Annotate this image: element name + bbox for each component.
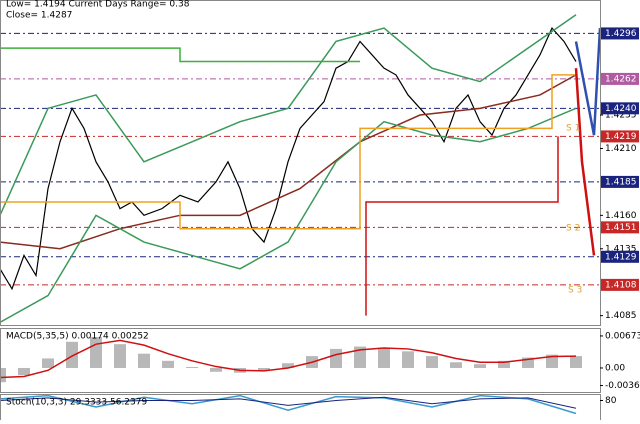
series-line bbox=[0, 74, 576, 230]
y-tick-label: 1.4210 bbox=[605, 144, 637, 154]
panel bbox=[0, 14, 600, 323]
level-label-bg bbox=[601, 221, 639, 234]
histogram-bar bbox=[114, 344, 126, 368]
histogram-bar bbox=[258, 367, 270, 371]
histogram-bar bbox=[522, 357, 534, 368]
series-line bbox=[0, 339, 577, 379]
annotation: S 1 bbox=[566, 124, 580, 134]
series-line bbox=[0, 26, 577, 291]
y-tick-label: 1.4160 bbox=[605, 211, 637, 221]
annotation: S 3 bbox=[568, 286, 582, 296]
level-label-bg bbox=[601, 72, 639, 85]
series-line bbox=[0, 396, 577, 409]
level-label: 1.4151 bbox=[605, 223, 637, 233]
histogram-bar bbox=[0, 367, 6, 383]
level-label: 1.4262 bbox=[605, 74, 637, 84]
histogram-bar bbox=[282, 363, 294, 368]
level-label: 1.4219 bbox=[605, 132, 637, 142]
histogram-bar bbox=[378, 347, 390, 368]
panel-frame bbox=[0, 328, 601, 393]
y-tick-label: 1.4235 bbox=[605, 111, 637, 121]
y-tick-label: -0.00369 bbox=[605, 381, 640, 391]
histogram-bar bbox=[330, 348, 342, 368]
series-line bbox=[574, 68, 596, 256]
histogram-bar bbox=[90, 337, 102, 368]
series-line bbox=[0, 394, 577, 415]
histogram-bar bbox=[450, 362, 462, 368]
histogram-bar bbox=[570, 356, 582, 368]
level-label-bg bbox=[601, 250, 639, 263]
y-tick-label: 80 bbox=[605, 396, 617, 406]
series-line bbox=[0, 107, 577, 323]
series-line bbox=[365, 136, 559, 316]
histogram-bar bbox=[66, 341, 78, 368]
level-label: 1.4296 bbox=[605, 29, 637, 39]
panel bbox=[0, 394, 577, 415]
histogram-bar bbox=[546, 354, 558, 368]
panel-title: Stoch(10,3,3) 29.3333 56.2379 bbox=[6, 398, 147, 408]
series-line bbox=[0, 47, 360, 63]
level-label: 1.4185 bbox=[605, 177, 637, 187]
level-label-bg bbox=[601, 175, 639, 188]
histogram-bar bbox=[162, 360, 174, 368]
histogram-bar bbox=[426, 356, 438, 368]
histogram-bar bbox=[186, 367, 198, 368]
panel-title: MACD(5,35,5) 0.00174 0.00252 bbox=[6, 332, 149, 342]
histogram-bar bbox=[474, 364, 486, 368]
level-label-bg bbox=[601, 102, 639, 115]
y-tick-label: 0.00 bbox=[605, 363, 625, 373]
histogram-bar bbox=[402, 351, 414, 368]
level-label-bg bbox=[601, 27, 639, 40]
histogram-bar bbox=[138, 353, 150, 368]
histogram-bar bbox=[18, 367, 30, 376]
series-line bbox=[0, 74, 577, 250]
info-text: Low= 1.4194 Current Days Range= 0.38 bbox=[6, 0, 190, 10]
level-label-bg bbox=[601, 130, 639, 143]
info-text: Close= 1.4287 bbox=[6, 11, 72, 21]
histogram-bar bbox=[498, 360, 510, 368]
y-tick-label: 1.4085 bbox=[605, 311, 637, 321]
histogram-bar bbox=[42, 358, 54, 368]
level-label: 1.4129 bbox=[605, 252, 637, 262]
panel-frame bbox=[0, 0, 601, 326]
series-line bbox=[574, 28, 600, 136]
histogram-bar bbox=[354, 346, 366, 368]
histogram-bar bbox=[210, 367, 222, 372]
level-label: 1.4240 bbox=[605, 104, 637, 114]
panel bbox=[0, 337, 582, 383]
y-tick-label: 1.4135 bbox=[605, 244, 637, 254]
y-tick-label: 0.00673 bbox=[605, 331, 640, 341]
series-line bbox=[0, 14, 577, 216]
level-label-bg bbox=[601, 278, 639, 291]
annotation: S 2 bbox=[566, 224, 580, 234]
level-label: 1.4108 bbox=[605, 280, 637, 290]
